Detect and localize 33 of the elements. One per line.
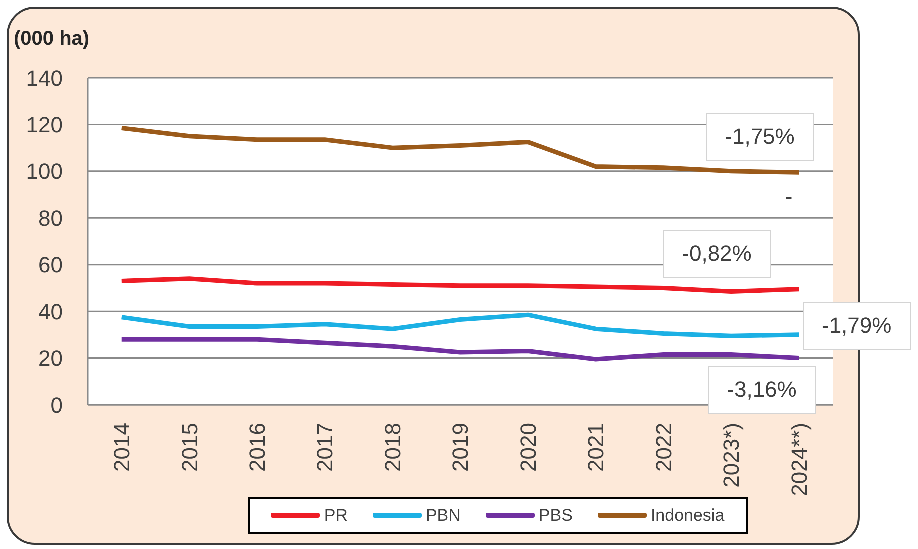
legend-label: PBN bbox=[426, 506, 461, 526]
y-tick-label: 140 bbox=[26, 66, 63, 91]
x-tick-label: 2016 bbox=[245, 423, 270, 472]
legend-label: PBS bbox=[538, 506, 573, 526]
line-series bbox=[120, 276, 802, 294]
x-tick-label: 2018 bbox=[380, 423, 406, 472]
y-tick-label: 40 bbox=[38, 299, 63, 324]
annotation: - bbox=[785, 184, 793, 210]
x-tick-label: 2015 bbox=[177, 423, 202, 472]
x-tick-label: 2024**) bbox=[786, 423, 812, 496]
y-tick-label: 20 bbox=[38, 346, 63, 372]
y-tick-label: 100 bbox=[26, 159, 63, 184]
x-tick-label: 2022 bbox=[651, 423, 676, 472]
y-tick-label: 120 bbox=[26, 112, 63, 138]
x-tick-label: 2014 bbox=[110, 423, 135, 472]
x-tick-label: 2019 bbox=[448, 423, 474, 472]
line-series bbox=[120, 337, 802, 362]
x-tick-label: 2017 bbox=[312, 423, 338, 472]
x-tick-label: 2020 bbox=[516, 423, 541, 472]
y-axis-title: (000 ha) bbox=[14, 28, 90, 51]
annotation: -0,82% bbox=[663, 230, 771, 278]
line-series bbox=[120, 312, 802, 338]
y-tick-label: 60 bbox=[38, 252, 63, 278]
legend-label: Indonesia bbox=[650, 506, 725, 526]
annotation: -3,16% bbox=[708, 366, 816, 414]
x-tick-label: 2021 bbox=[584, 423, 609, 472]
line-series bbox=[120, 126, 802, 175]
x-tick-label: 2023*) bbox=[719, 423, 744, 488]
annotation: -1,75% bbox=[706, 113, 814, 161]
annotation: -1,79% bbox=[803, 302, 911, 350]
y-tick-label: 0 bbox=[50, 392, 63, 418]
y-tick-label: 80 bbox=[38, 206, 63, 231]
legend-label: PR bbox=[324, 506, 348, 526]
